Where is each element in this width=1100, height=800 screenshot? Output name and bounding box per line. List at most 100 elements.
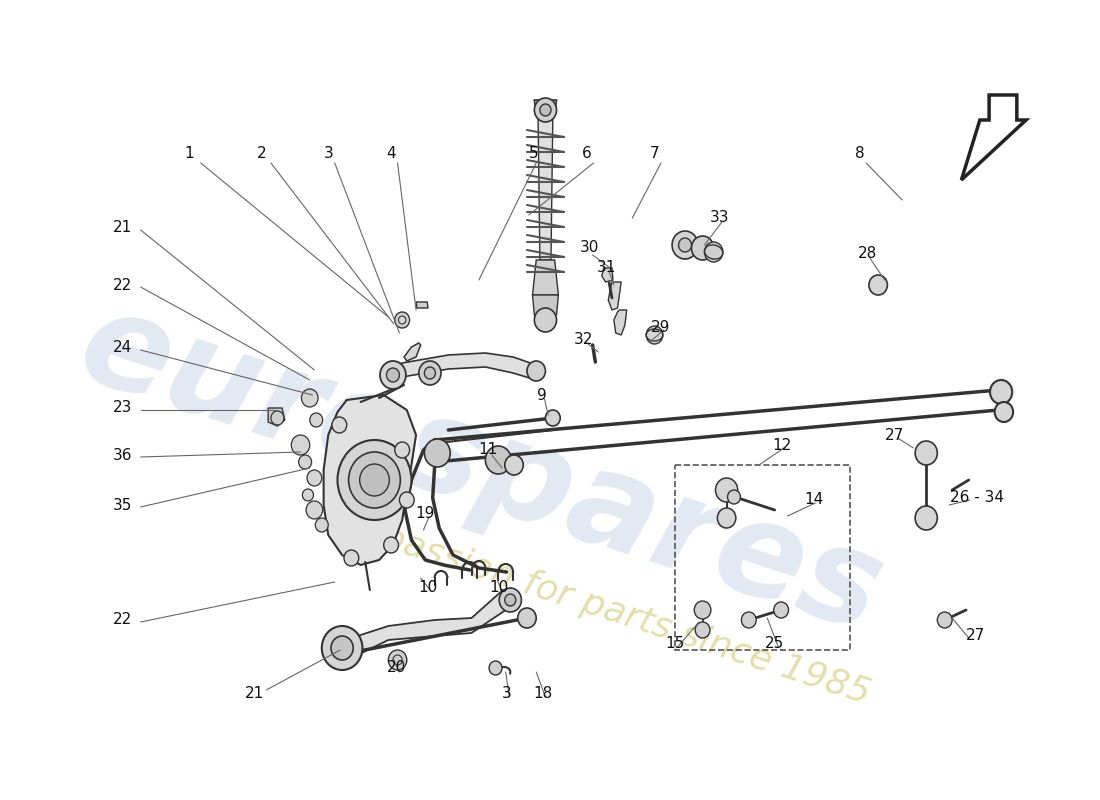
Text: 3: 3 (323, 146, 333, 161)
Polygon shape (538, 115, 553, 260)
Circle shape (299, 455, 311, 469)
Text: 9: 9 (537, 387, 547, 402)
Polygon shape (323, 395, 416, 565)
Circle shape (302, 489, 313, 501)
Circle shape (485, 446, 512, 474)
Circle shape (646, 326, 663, 344)
Circle shape (535, 98, 557, 122)
Circle shape (316, 518, 328, 532)
Text: 32: 32 (574, 333, 593, 347)
Text: 23: 23 (112, 401, 132, 415)
Circle shape (937, 612, 953, 628)
Circle shape (773, 602, 789, 618)
Circle shape (695, 622, 710, 638)
Circle shape (292, 435, 310, 455)
Polygon shape (608, 282, 622, 310)
Text: 10: 10 (418, 579, 438, 594)
Circle shape (694, 601, 711, 619)
Circle shape (384, 537, 398, 553)
Text: 26 - 34: 26 - 34 (950, 490, 1004, 505)
Text: 10: 10 (490, 579, 509, 594)
Text: 8: 8 (855, 146, 865, 161)
Circle shape (386, 368, 399, 382)
Text: 35: 35 (112, 498, 132, 513)
Text: 27: 27 (886, 427, 904, 442)
Circle shape (741, 612, 756, 628)
Text: 2: 2 (257, 146, 266, 161)
Circle shape (679, 238, 692, 252)
Circle shape (717, 508, 736, 528)
Text: 3: 3 (502, 686, 512, 701)
Text: 24: 24 (112, 341, 132, 355)
Circle shape (546, 410, 560, 426)
Circle shape (692, 236, 714, 260)
Circle shape (271, 411, 284, 425)
Polygon shape (961, 95, 1026, 180)
Circle shape (322, 626, 362, 670)
Circle shape (499, 588, 521, 612)
Text: 15: 15 (666, 635, 684, 650)
Circle shape (332, 417, 346, 433)
Text: 36: 36 (112, 447, 132, 462)
Polygon shape (602, 268, 613, 282)
Text: 11: 11 (478, 442, 498, 458)
Text: 19: 19 (416, 506, 434, 521)
Polygon shape (416, 302, 428, 308)
Polygon shape (268, 408, 285, 426)
Circle shape (915, 441, 937, 465)
Circle shape (388, 650, 407, 670)
Circle shape (727, 490, 740, 504)
Text: 28: 28 (858, 246, 877, 261)
Text: eurospares: eurospares (64, 281, 898, 659)
Circle shape (990, 380, 1012, 404)
Text: 6: 6 (582, 146, 592, 161)
Circle shape (307, 470, 322, 486)
Circle shape (672, 231, 697, 259)
Circle shape (540, 104, 551, 116)
Text: 31: 31 (597, 261, 616, 275)
Circle shape (344, 550, 359, 566)
Text: 27: 27 (966, 627, 984, 642)
Circle shape (715, 478, 738, 502)
Circle shape (395, 312, 409, 328)
Text: 1: 1 (185, 146, 195, 161)
Text: 4: 4 (386, 146, 396, 161)
Circle shape (505, 594, 516, 606)
Text: 5: 5 (529, 146, 538, 161)
Circle shape (399, 492, 415, 508)
Circle shape (518, 608, 536, 628)
Text: a passion for parts since 1985: a passion for parts since 1985 (345, 510, 874, 710)
Text: 22: 22 (112, 278, 132, 293)
Polygon shape (351, 590, 510, 658)
Circle shape (869, 275, 888, 295)
Circle shape (395, 442, 409, 458)
Circle shape (301, 389, 318, 407)
Text: 21: 21 (244, 686, 264, 701)
Circle shape (360, 464, 389, 496)
Circle shape (505, 455, 524, 475)
Circle shape (704, 242, 723, 262)
Text: 18: 18 (534, 686, 552, 701)
Text: 22: 22 (112, 613, 132, 627)
Circle shape (310, 413, 322, 427)
Circle shape (915, 506, 937, 530)
Polygon shape (393, 353, 536, 383)
Polygon shape (614, 310, 627, 335)
Circle shape (527, 361, 546, 381)
Circle shape (331, 636, 353, 660)
Polygon shape (532, 260, 559, 295)
Text: 30: 30 (580, 241, 600, 255)
Circle shape (379, 361, 406, 389)
Text: 29: 29 (651, 319, 671, 334)
Polygon shape (532, 295, 559, 315)
Text: 12: 12 (772, 438, 792, 453)
Text: 14: 14 (804, 493, 823, 507)
Text: 25: 25 (764, 635, 784, 650)
Circle shape (306, 501, 322, 519)
Circle shape (425, 367, 436, 379)
Circle shape (419, 361, 441, 385)
Text: 20: 20 (387, 661, 406, 675)
Circle shape (535, 308, 557, 332)
Circle shape (349, 452, 400, 508)
Polygon shape (535, 100, 557, 115)
